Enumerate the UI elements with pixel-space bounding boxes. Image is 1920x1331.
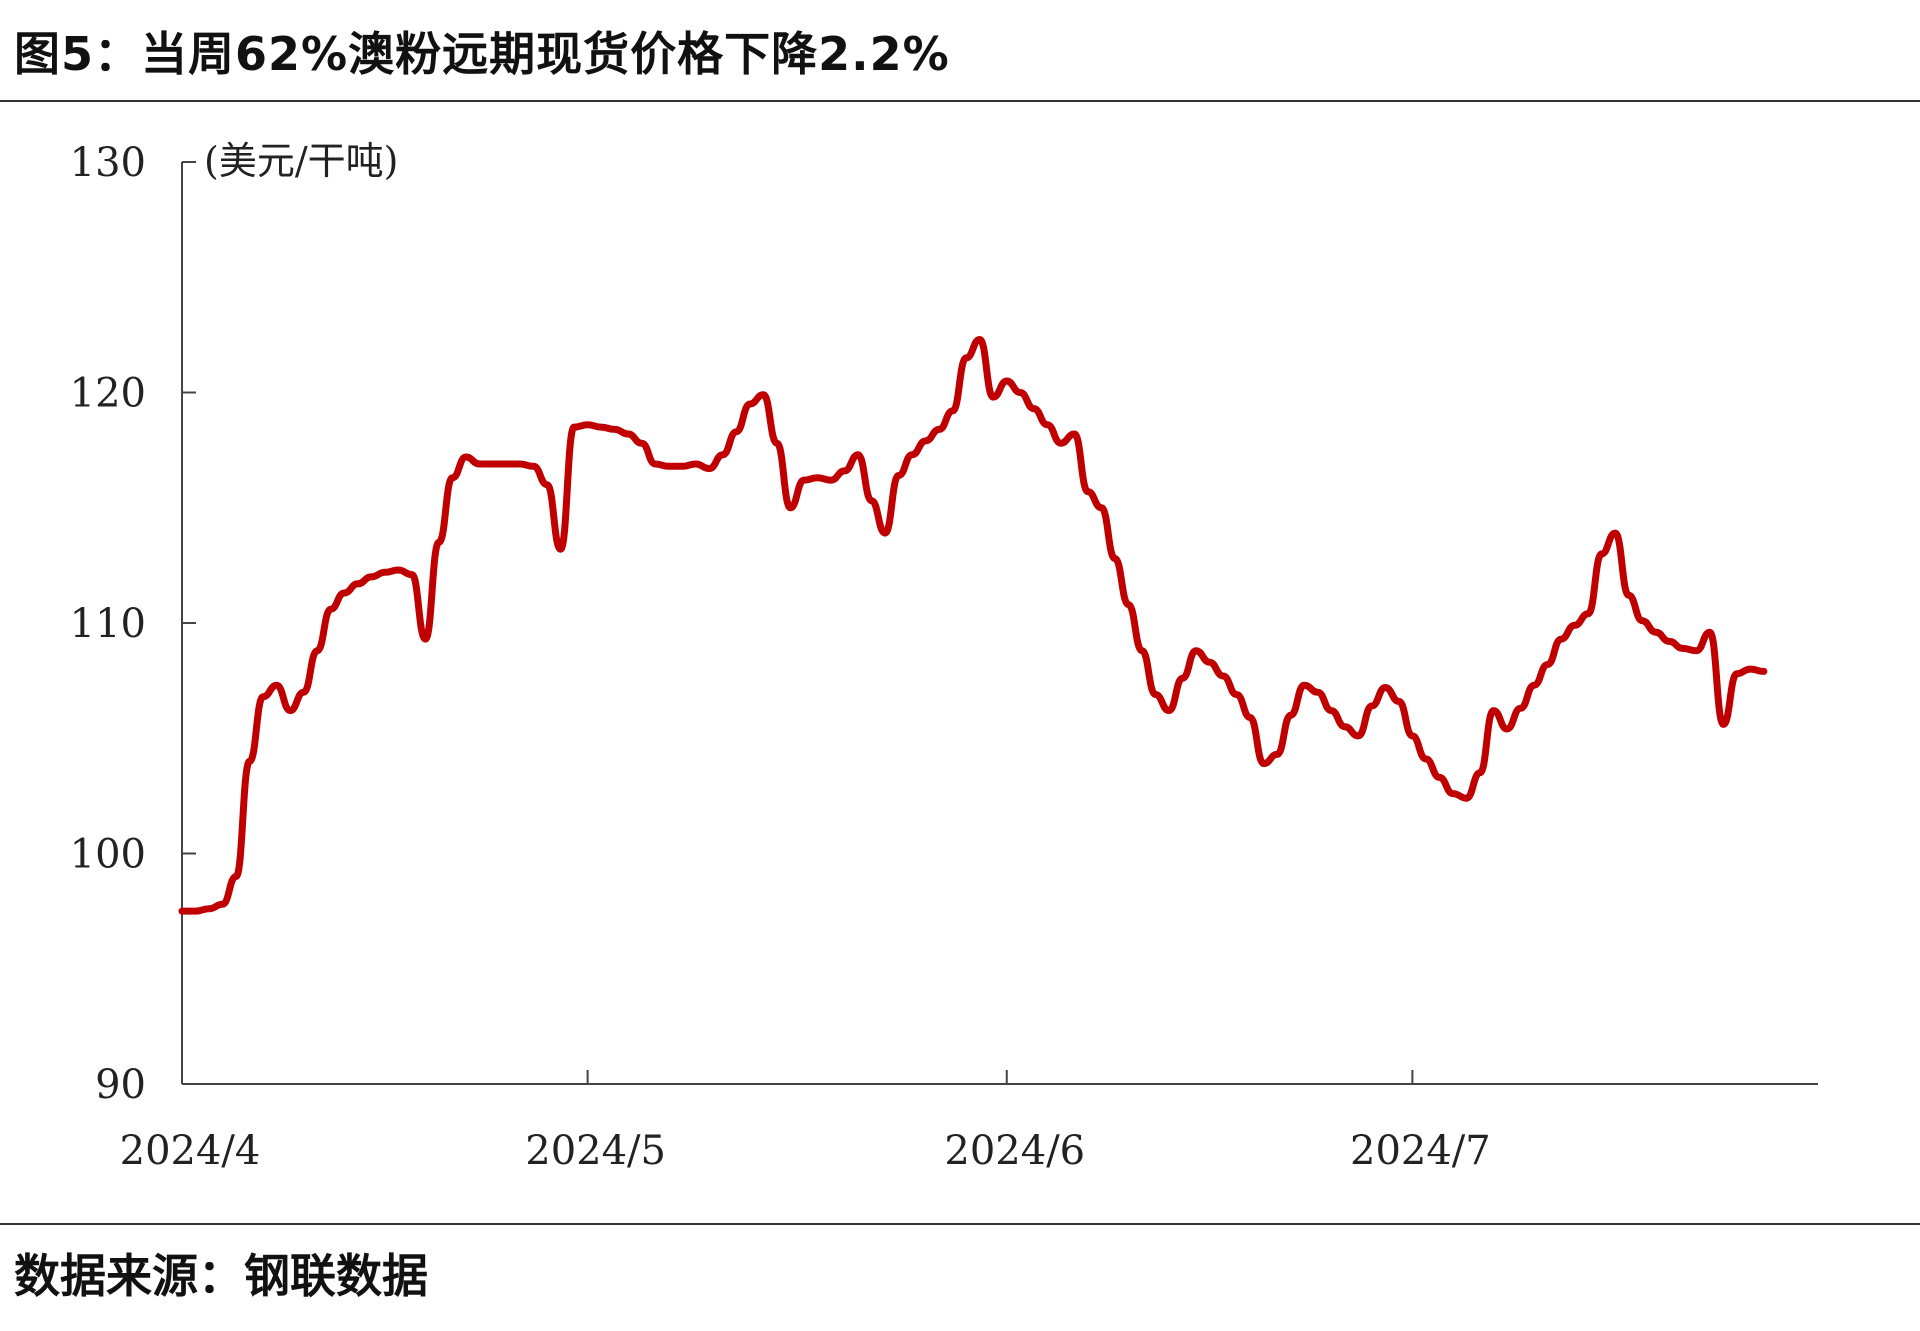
y-tick-label: 120 xyxy=(70,371,146,417)
chart-axes xyxy=(181,161,1818,1085)
y-axis-labels: 90 100 110 120 130 xyxy=(70,140,146,1108)
x-tick-label: 2024/4 xyxy=(120,1128,261,1174)
title-divider xyxy=(0,100,1920,102)
x-tick-label: 2024/7 xyxy=(1350,1128,1491,1174)
price-series-line xyxy=(178,336,1768,915)
footer-divider xyxy=(0,1223,1920,1225)
y-tick-label: 130 xyxy=(70,140,146,186)
x-tick-label: 2024/5 xyxy=(525,1128,666,1174)
y-tick-label: 110 xyxy=(70,601,146,647)
y-axis-unit: (美元/干吨) xyxy=(204,139,398,183)
x-tick-label: 2024/6 xyxy=(944,1128,1085,1174)
chart-series xyxy=(178,336,1768,915)
y-tick-label: 100 xyxy=(70,832,146,878)
chart-title: 图5：当周62%澳粉远期现货价格下降2.2% xyxy=(14,27,950,81)
source-note: 数据来源：钢联数据 xyxy=(14,1249,428,1303)
y-tick-label: 90 xyxy=(95,1062,146,1108)
x-axis-labels: 2024/4 2024/5 2024/6 2024/7 xyxy=(120,1128,1491,1174)
